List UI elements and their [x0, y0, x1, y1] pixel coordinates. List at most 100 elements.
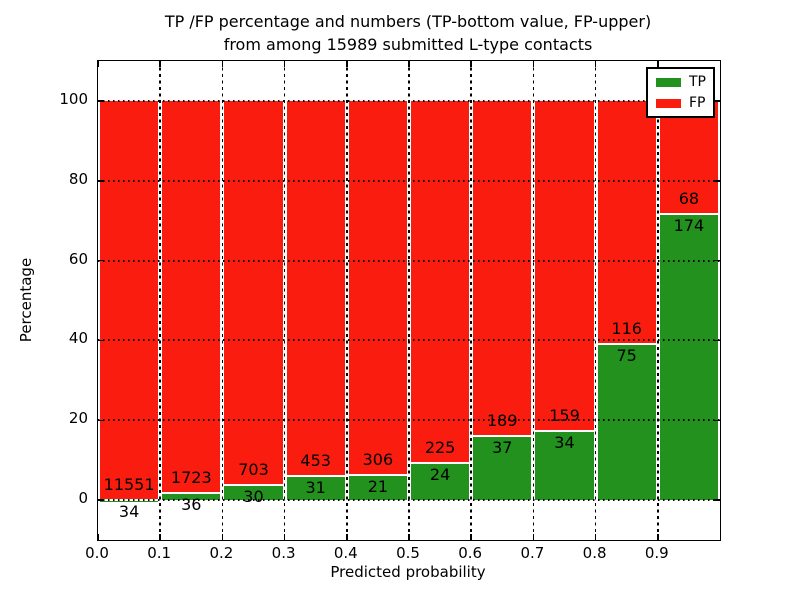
bar-value-fp: 116 — [611, 319, 642, 339]
bar-value-tp: 21 — [367, 477, 389, 497]
bar-value-fp: 11551 — [103, 474, 155, 494]
bar-segment-fp — [348, 100, 407, 475]
y-tick-label: 0 — [78, 489, 88, 508]
bar-column: 116 75 — [596, 61, 658, 540]
x-tick-label: 0.5 — [396, 544, 420, 562]
x-tick-mark — [159, 534, 161, 540]
chart-title-line1: TP /FP percentage and numbers (TP-bottom… — [164, 12, 652, 31]
x-tick-mark — [594, 534, 597, 540]
bar-value-tp: 31 — [305, 477, 326, 497]
x-tick-label: 0.7 — [520, 544, 545, 562]
x-tick-label: 0.4 — [333, 544, 358, 562]
y-tick-label: 40 — [68, 329, 88, 348]
bar-segment-tp — [535, 429, 594, 501]
x-tick-label: 0.3 — [271, 544, 296, 562]
bar-value-tp: 75 — [616, 346, 637, 366]
x-tick-mark — [532, 61, 535, 67]
bar-value-fp: 306 — [362, 450, 394, 470]
bar-segment-fp — [659, 100, 718, 214]
plot-area: 11551 34 1723 36 703 30 453 31 306 21 225 24 189 37 15… — [97, 60, 721, 541]
x-tick-mark — [470, 61, 472, 67]
y-tick-mark — [714, 419, 720, 421]
y-tick-label: 20 — [68, 409, 88, 428]
bar-column: 68 174 — [658, 61, 720, 540]
bar-column: 11551 34 — [98, 61, 160, 540]
y-tick-mark — [98, 259, 104, 262]
x-tick-mark — [657, 534, 659, 540]
x-tick-mark — [408, 61, 410, 67]
x-tick-label: 0.1 — [147, 544, 172, 562]
y-axis-label: Percentage — [17, 257, 35, 343]
bar-value-tp: 174 — [673, 216, 705, 236]
chart-title: TP /FP percentage and numbers (TP-bottom… — [97, 10, 719, 56]
legend: TP FP — [646, 67, 715, 118]
gridline-vertical — [408, 61, 410, 540]
gridline-vertical — [470, 61, 472, 540]
bar-value-fp: 225 — [424, 437, 456, 457]
bar-value-fp: 159 — [549, 405, 580, 425]
y-tick-label: 80 — [68, 169, 88, 188]
x-tick-mark — [408, 534, 410, 540]
y-tick-mark — [98, 180, 104, 182]
y-tick-label: 60 — [68, 249, 88, 268]
gridline-vertical — [159, 61, 161, 540]
x-tick-mark — [470, 534, 472, 540]
bar-value-tp: 37 — [492, 437, 513, 457]
legend-label-fp: FP — [689, 95, 706, 111]
bar-segment-fp — [535, 100, 594, 430]
bar-column: 306 21 — [347, 61, 409, 540]
legend-swatch-tp — [656, 77, 681, 87]
bar-column: 703 30 — [222, 61, 284, 540]
x-tick-mark — [221, 61, 224, 67]
bar-value-fp: 453 — [300, 450, 331, 470]
y-tick-mark — [714, 180, 720, 182]
x-tick-mark — [97, 61, 99, 67]
bar-value-tp: 30 — [243, 486, 264, 506]
x-tick-label: 0.2 — [209, 544, 234, 562]
bar-column: 225 24 — [409, 61, 471, 540]
x-tick-label: 0.8 — [582, 544, 607, 562]
chart-title-line2: from among 15989 submitted L-type contac… — [223, 35, 593, 54]
y-tick-label: 100 — [59, 89, 88, 108]
x-tick-mark — [346, 534, 348, 540]
x-tick-mark — [594, 61, 597, 67]
gridline-vertical — [657, 61, 659, 540]
bar-segment-fp — [286, 100, 345, 475]
bar-segment-tp — [411, 461, 470, 501]
x-tick-mark — [532, 534, 535, 540]
bar-segment-tp — [348, 474, 407, 501]
legend-swatch-fp — [656, 98, 681, 108]
y-tick-mark — [714, 100, 720, 102]
y-tick-mark — [98, 499, 104, 501]
x-tick-mark — [97, 534, 99, 540]
gridline-vertical — [594, 61, 597, 540]
bar-segment-tp — [286, 474, 345, 501]
bar-value-tp: 24 — [429, 464, 451, 484]
x-tick-label: 0.9 — [644, 544, 669, 562]
y-tick-mark — [714, 339, 720, 342]
x-tick-mark — [657, 61, 659, 67]
bar-segment-tp — [597, 343, 656, 501]
y-tick-mark — [714, 259, 720, 262]
bar-segment-tp — [659, 213, 718, 501]
gridline-vertical — [532, 61, 535, 540]
bar-value-tp: 34 — [118, 501, 140, 521]
bar-segment-fp — [597, 100, 656, 344]
y-tick-mark — [98, 339, 104, 342]
bar-segment-tp — [162, 491, 221, 501]
bar-value-fp: 703 — [238, 459, 269, 479]
bar-segment-fp — [100, 100, 159, 499]
bar-column: 159 34 — [533, 61, 595, 540]
bar-value-tp: 34 — [554, 432, 575, 452]
bar-segment-tp — [473, 434, 532, 501]
x-tick-mark — [346, 61, 348, 67]
legend-label-tp: TP — [689, 74, 706, 90]
bar-column: 453 31 — [285, 61, 347, 540]
gridline-vertical — [221, 61, 224, 540]
bar-segment-fp — [411, 100, 470, 462]
x-axis-label: Predicted probability — [330, 563, 486, 581]
bar-column: 1723 36 — [160, 61, 222, 540]
gridline-vertical — [346, 61, 348, 540]
legend-item-fp: FP — [656, 96, 707, 110]
bar-segment-tp — [224, 483, 283, 501]
